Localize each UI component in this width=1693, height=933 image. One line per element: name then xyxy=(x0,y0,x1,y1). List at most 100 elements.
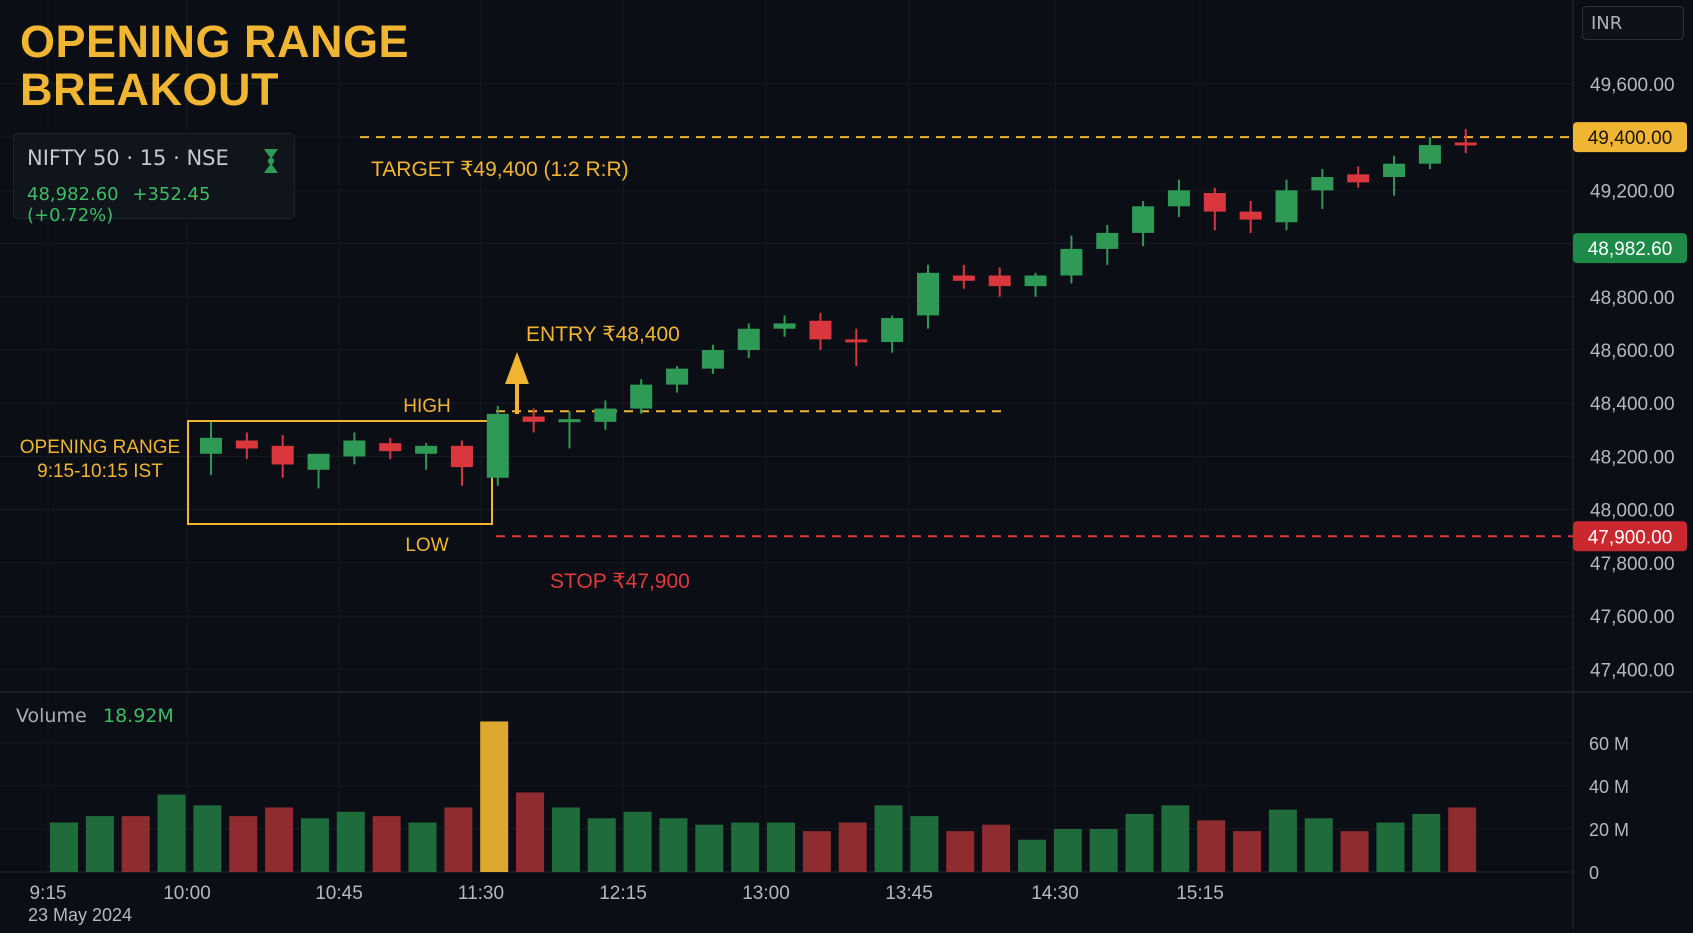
volume-bars xyxy=(50,721,1477,872)
time-tick-label: 15:15 xyxy=(1176,883,1224,904)
time-tick-label: 11:30 xyxy=(458,883,504,904)
candle-body xyxy=(1167,190,1190,207)
volume-bar xyxy=(193,805,222,872)
volume-bar xyxy=(1448,807,1477,872)
candle-body xyxy=(379,443,402,452)
volume-bar xyxy=(910,816,939,872)
volume-bar xyxy=(1412,813,1441,872)
axes: 49,600.0049,400.0049,200.0049,000.0048,8… xyxy=(28,75,1687,925)
volume-bar xyxy=(838,822,867,872)
candle-body xyxy=(809,320,832,340)
candle-body xyxy=(594,408,617,422)
volume-bar xyxy=(1268,809,1297,872)
price-tick-label: 48,600.00 xyxy=(1590,341,1675,362)
candle-body xyxy=(1347,174,1370,183)
price-tick-label: 49,200.00 xyxy=(1590,181,1675,202)
time-tick-label: 9:15 xyxy=(30,883,67,904)
volume-bar xyxy=(731,822,760,872)
symbol-label[interactable]: NIFTY 50 · 15 · NSE xyxy=(27,146,229,170)
candle-body xyxy=(952,275,975,281)
volume-bar xyxy=(1304,818,1333,872)
candle-body xyxy=(630,384,653,409)
volume-bar xyxy=(982,824,1011,872)
volume-bar xyxy=(300,818,329,872)
volume-tick-label: 20 M xyxy=(1589,820,1629,840)
candle-body xyxy=(1454,142,1477,146)
volume-bar xyxy=(85,816,114,872)
volume-bar xyxy=(551,807,580,872)
entry-arrow-head xyxy=(505,352,529,384)
annotations: OPENING RANGE 9:15-10:15 IST HIGH LOW ENTRY … xyxy=(20,158,690,593)
volume-bar xyxy=(408,822,437,872)
volume-bar xyxy=(480,721,509,872)
volume-bar xyxy=(50,822,78,872)
last-price-tag-bg xyxy=(1573,233,1687,264)
volume-tick-label: 40 M xyxy=(1589,777,1629,797)
candle-body xyxy=(522,416,545,422)
volume-bar xyxy=(695,824,724,872)
candle-body xyxy=(917,272,939,316)
candle-body xyxy=(1096,232,1119,249)
volume-bar xyxy=(1053,828,1082,872)
stop-price-tag-bg xyxy=(1573,521,1687,552)
candle-body xyxy=(343,440,366,457)
time-tick-label: 10:45 xyxy=(315,883,363,904)
high-label: HIGH xyxy=(403,396,451,417)
price-tick-label: 48,200.00 xyxy=(1590,447,1675,468)
candle-body xyxy=(1383,163,1406,178)
volume-bar xyxy=(1340,831,1369,872)
price-tick-label: 47,800.00 xyxy=(1590,554,1675,575)
market-status-icon xyxy=(264,149,278,173)
price-tick-label: 48,800.00 xyxy=(1590,288,1675,309)
low-label: LOW xyxy=(405,535,448,556)
volume-bar xyxy=(767,822,795,872)
volume-bar xyxy=(587,818,616,872)
stop-price-tag: 47,900.00 xyxy=(1588,527,1673,548)
last-price-tag: 48,982.60 xyxy=(1588,239,1673,260)
volume-tick-label: 0 xyxy=(1589,863,1599,883)
time-tick-label: 12:15 xyxy=(599,883,647,904)
candle-body xyxy=(1024,275,1047,287)
candle-body xyxy=(666,368,689,385)
volume-bar xyxy=(372,816,401,872)
title-line-1: OPENING RANGE xyxy=(20,16,410,67)
chart-title: OPENING RANGE BREAKOUT xyxy=(20,18,409,114)
candlesticks xyxy=(200,129,1477,489)
candle-body xyxy=(1311,177,1334,191)
quote-line: 48,982.60 +352.45 (+0.72%) xyxy=(27,184,294,226)
price-tick-label: 49,600.00 xyxy=(1590,75,1675,96)
candle-body xyxy=(1239,211,1262,220)
volume-bar xyxy=(265,807,294,872)
candle-body xyxy=(1418,145,1441,164)
candle-body xyxy=(773,323,796,329)
opening-range-time-label: 9:15-10:15 IST xyxy=(37,461,163,482)
volume-bar xyxy=(946,831,975,872)
candle-body xyxy=(558,419,581,423)
volume-bar xyxy=(516,792,545,872)
currency-selector[interactable]: INR xyxy=(1582,6,1684,40)
volume-bar xyxy=(121,816,150,872)
volume-bar xyxy=(444,807,473,872)
candle-body xyxy=(737,328,760,351)
time-tick-label: 13:00 xyxy=(742,883,790,904)
opening-range-label: OPENING RANGE xyxy=(20,437,180,458)
candle-body xyxy=(701,350,724,369)
volume-value: 18.92M xyxy=(103,705,174,727)
target-price-tag-bg xyxy=(1573,122,1687,153)
symbol-info-panel[interactable]: NIFTY 50 · 15 · NSE 48,982.60 +352.45 (+… xyxy=(13,133,295,226)
candle-body xyxy=(881,318,904,343)
date-label: 23 May 2024 xyxy=(28,905,132,925)
volume-bar xyxy=(1017,839,1046,872)
candle-body xyxy=(415,445,438,454)
price-tick-label: 47,600.00 xyxy=(1590,607,1675,628)
price-tick-label: 48,000.00 xyxy=(1590,501,1675,522)
candle-body xyxy=(1203,192,1226,212)
volume-label: Volume xyxy=(16,705,87,727)
volume-bar xyxy=(623,811,652,872)
candle-body xyxy=(1275,190,1298,223)
candle-body xyxy=(845,339,868,343)
candle-body xyxy=(1060,248,1083,276)
volume-bar xyxy=(1376,822,1405,872)
